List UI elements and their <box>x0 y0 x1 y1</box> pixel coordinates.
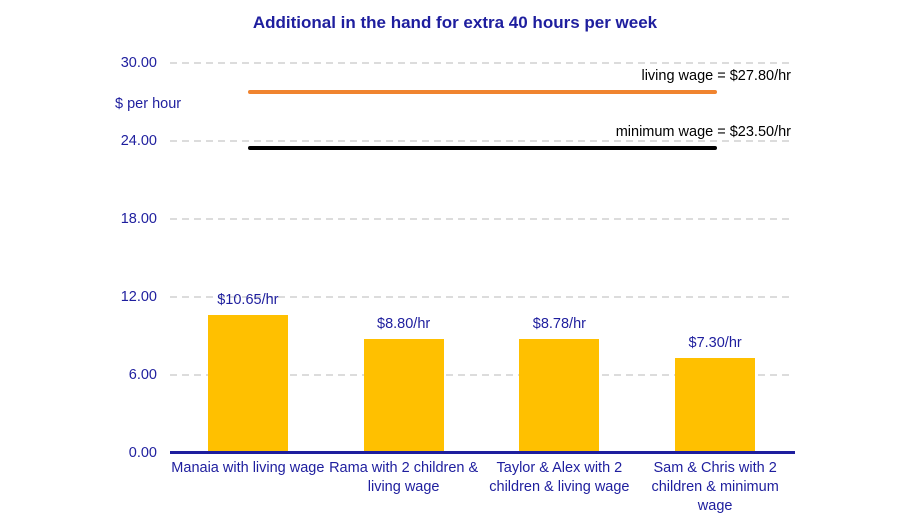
minimum-wage-label: minimum wage = $23.50/hr <box>615 123 791 140</box>
gridline-12.00 <box>170 296 793 298</box>
y-tick-label-6.00: 6.00 <box>128 367 157 383</box>
y-tick-label-0.00: 0.00 <box>128 445 157 461</box>
bar-2 <box>363 338 444 453</box>
y-tick-label-12.00: 12.00 <box>120 289 157 305</box>
gridline-18.00 <box>170 218 793 220</box>
bar-3 <box>519 338 600 453</box>
category-label-1: Manaia with living wage <box>171 460 325 476</box>
bar-value-label-1: $10.65/hr <box>217 291 279 308</box>
living-wage-line <box>247 89 718 94</box>
chart-title: Additional in the hand for extra 40 hour… <box>252 13 658 32</box>
category-label-2: Rama with 2 children & living wage <box>329 460 479 495</box>
y-tick-label-24.00: 24.00 <box>120 133 157 149</box>
gridline-6.00 <box>170 374 793 376</box>
category-label-3: Taylor & Alex with 2 children & living w… <box>489 460 630 495</box>
living-wage-label: living wage = $27.80/hr <box>641 67 791 84</box>
bar-value-label-3: $8.78/hr <box>532 315 586 332</box>
minimum-wage-line <box>247 145 718 150</box>
y-tick-label-30.00: 30.00 <box>120 55 157 71</box>
gridline-24.00 <box>170 140 793 142</box>
bar-4 <box>675 358 756 453</box>
bar-value-label-4: $7.30/hr <box>688 335 742 352</box>
category-label-4: Sam & Chris with 2 children & minimum wa… <box>651 460 779 514</box>
y-tick-label-18.00: 18.00 <box>120 211 157 227</box>
gridline-30.00 <box>170 62 793 64</box>
y-axis-title: $ per hour <box>115 96 182 112</box>
bar-value-label-2: $8.80/hr <box>377 315 431 332</box>
x-axis-line <box>170 451 795 454</box>
bar-1 <box>207 314 288 453</box>
